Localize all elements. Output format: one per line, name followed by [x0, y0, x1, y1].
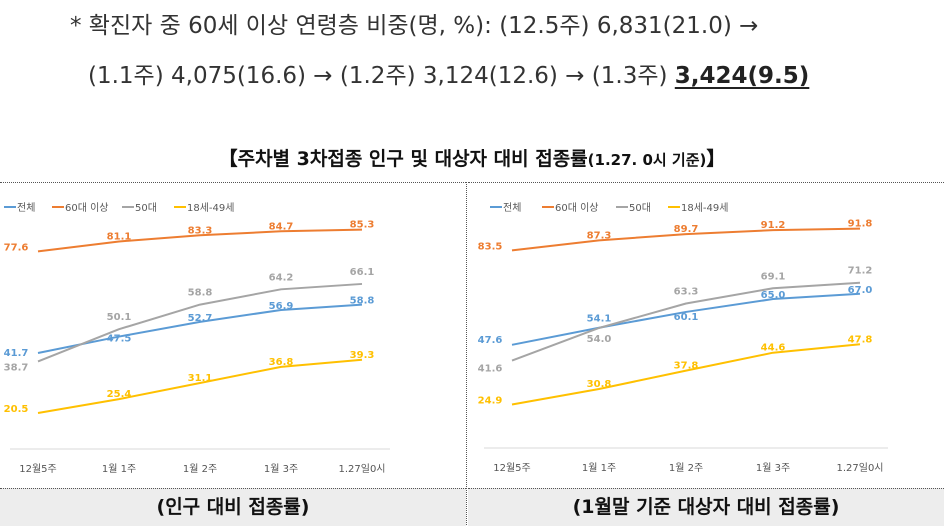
note-highlight-value: 3,424(9.5)	[674, 63, 810, 89]
series-line-18세-49세	[37, 358, 363, 414]
data-label-전체: 60.1	[674, 312, 699, 323]
data-label-전체: 47.6	[478, 335, 503, 346]
legend-item-18세-49세: 18세-49세	[174, 202, 234, 214]
x-tick-label: 1월 1주	[582, 462, 616, 474]
data-label-전체: 52.7	[188, 313, 213, 324]
note-line-1: * 확진자 중 60세 이상 연령층 비중(명, %): (12.5주) 6,8…	[70, 13, 759, 39]
legend-label: 50대	[629, 202, 651, 214]
data-label-50대: 71.2	[848, 266, 873, 277]
x-tick-label: 1월 3주	[264, 463, 298, 475]
x-tick-label: 1월 1주	[102, 463, 136, 475]
note-line-2: (1.1주) 4,075(16.6) → (1.2주) 3,124(12.6) …	[88, 56, 809, 90]
section-title-main: 【주차별 3차접종 인구 및 대상자 대비 접종률	[218, 148, 588, 170]
data-label-60대-이상: 89.7	[674, 224, 699, 235]
data-label-60대-이상: 83.5	[478, 241, 503, 252]
data-label-18세-49세: 37.8	[674, 361, 699, 372]
legend-item-60대-이상: 60대 이상	[52, 202, 109, 214]
data-label-60대-이상: 77.6	[4, 242, 29, 253]
data-label-60대-이상: 83.3	[188, 225, 213, 236]
legend-label: 60대 이상	[65, 202, 109, 214]
legend-item-전체: 전체	[4, 202, 35, 214]
section-title-close: 】	[706, 148, 726, 170]
legend-label: 60대 이상	[555, 202, 599, 214]
chart-panel-population: 12월5주 1월 1주 1월 2주 1월 3주 1.27일0시 전체 60대 이상 50대 18…	[0, 182, 466, 489]
legend-item-50대: 50대	[616, 202, 651, 214]
x-tick-label: 12월5주	[19, 463, 57, 475]
data-label-전체: 58.8	[350, 296, 375, 307]
series-line-50대	[37, 282, 363, 363]
series-line-50대	[511, 281, 861, 362]
legend-label: 전체	[17, 202, 35, 214]
data-label-60대-이상: 91.2	[761, 220, 786, 231]
data-label-18세-49세: 20.5	[4, 404, 29, 415]
data-label-50대: 54.0	[587, 334, 612, 345]
data-label-전체: 65.0	[761, 290, 786, 301]
series-line-전체	[37, 303, 363, 354]
chart-target: 12월5주 1월 1주 1월 2주 1월 3주 1.27일0시 전체 60대 이상 50대 18…	[478, 202, 888, 474]
data-label-전체: 67.0	[848, 285, 873, 296]
data-label-50대: 66.1	[350, 267, 375, 278]
data-label-60대-이상: 91.8	[848, 219, 873, 230]
series-line-18세-49세	[511, 343, 861, 406]
legend-item-50대: 50대	[122, 202, 157, 214]
data-label-50대: 63.3	[674, 287, 699, 298]
data-label-60대-이상: 84.7	[269, 221, 294, 232]
data-label-50대: 38.7	[4, 362, 29, 373]
x-tick-label: 1.27일0시	[338, 463, 385, 475]
data-label-50대: 41.6	[478, 364, 503, 375]
legend-item-60대-이상: 60대 이상	[542, 202, 599, 214]
x-tick-label: 12월5주	[493, 462, 531, 474]
series-line-60대-이상	[511, 227, 861, 252]
data-label-50대: 64.2	[269, 272, 294, 283]
section-title-date: (1.27. 0시 기준)	[587, 151, 707, 169]
legend-label: 18세-49세	[187, 202, 234, 214]
data-label-18세-49세: 47.8	[848, 334, 873, 345]
data-label-18세-49세: 39.3	[350, 350, 375, 361]
note-line-2-text: (1.1주) 4,075(16.6) → (1.2주) 3,124(12.6) …	[88, 63, 675, 89]
data-label-18세-49세: 31.1	[188, 373, 213, 384]
series-line-전체	[511, 292, 861, 346]
legend-item-18세-49세: 18세-49세	[668, 202, 728, 214]
data-label-18세-49세: 25.4	[107, 389, 132, 400]
x-tick-label: 1.27일0시	[836, 462, 883, 474]
data-label-전체: 56.9	[269, 301, 294, 312]
section-title: 【주차별 3차접종 인구 및 대상자 대비 접종률(1.27. 0시 기준)】	[0, 144, 944, 171]
data-label-18세-49세: 44.6	[761, 343, 786, 354]
x-tick-label: 1월 2주	[183, 463, 217, 475]
legend-item-전체: 전체	[490, 202, 521, 214]
data-label-18세-49세: 24.9	[478, 396, 503, 407]
caption-population: (인구 대비 접종률)	[0, 488, 466, 526]
data-label-50대: 69.1	[761, 271, 786, 282]
data-label-18세-49세: 30.8	[587, 379, 612, 390]
data-label-전체: 47.5	[107, 334, 132, 345]
data-label-60대-이상: 85.3	[350, 220, 375, 231]
x-tick-label: 1월 3주	[756, 462, 790, 474]
legend-label: 전체	[503, 202, 521, 214]
caption-target: (1월말 기준 대상자 대비 접종률)	[468, 488, 944, 526]
data-label-전체: 54.1	[587, 314, 612, 325]
chart-population: 12월5주 1월 1주 1월 2주 1월 3주 1.27일0시 전체 60대 이상 50대 18…	[4, 202, 390, 475]
data-label-50대: 50.1	[107, 312, 132, 323]
data-label-전체: 41.7	[4, 348, 29, 359]
series-line-60대-이상	[37, 228, 363, 253]
data-label-60대-이상: 87.3	[587, 230, 612, 241]
legend-label: 18세-49세	[681, 202, 728, 214]
x-tick-label: 1월 2주	[669, 462, 703, 474]
chart-panel-target: 12월5주 1월 1주 1월 2주 1월 3주 1.27일0시 전체 60대 이상 50대 18…	[468, 182, 944, 489]
data-label-18세-49세: 36.8	[269, 357, 294, 368]
data-label-50대: 58.8	[188, 288, 213, 299]
panel-divider	[466, 182, 467, 525]
legend-label: 50대	[135, 202, 157, 214]
data-label-60대-이상: 81.1	[107, 231, 132, 242]
